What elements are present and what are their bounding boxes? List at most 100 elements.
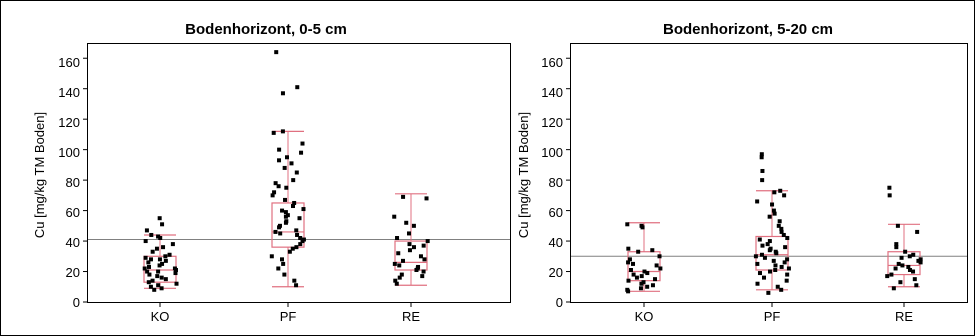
data-point [641, 280, 646, 285]
data-point [915, 229, 920, 234]
x-category-label: KO [151, 309, 170, 324]
data-point [144, 228, 149, 233]
data-point [294, 245, 299, 250]
y-tick-label: 20 [66, 265, 80, 280]
data-point [896, 261, 901, 266]
data-point [407, 248, 412, 253]
data-point [282, 272, 287, 277]
data-point [422, 257, 427, 262]
data-point [280, 91, 285, 96]
data-point [782, 193, 787, 198]
data-point [271, 130, 276, 135]
data-point [295, 85, 300, 90]
data-point [299, 150, 304, 155]
data-point [907, 268, 912, 273]
data-point [145, 269, 150, 274]
data-point [626, 278, 631, 283]
data-point [401, 194, 406, 199]
data-point [887, 193, 892, 198]
chart-title: Bodenhorizont, 0-5 cm [185, 21, 347, 38]
data-point [290, 246, 295, 251]
data-point [776, 223, 781, 228]
data-point [773, 268, 778, 273]
y-tick-label: 120 [58, 115, 80, 130]
data-point [285, 155, 290, 160]
data-point [627, 257, 632, 262]
data-point [163, 258, 168, 263]
data-point [631, 261, 636, 266]
data-point [762, 255, 767, 260]
data-point [160, 261, 165, 266]
y-tick-label: 0 [73, 295, 80, 310]
data-point [283, 210, 288, 215]
data-point [779, 287, 784, 292]
box [271, 202, 305, 248]
data-point [280, 208, 285, 213]
x-category-label: RE [895, 309, 913, 324]
data-point [301, 207, 306, 212]
data-point [766, 290, 771, 295]
data-point [906, 264, 911, 269]
data-point [639, 274, 644, 279]
data-point [907, 254, 912, 259]
data-point [159, 275, 164, 280]
data-point [755, 261, 760, 266]
data-point [777, 219, 782, 224]
data-point [626, 260, 631, 265]
chart-panel-0-5cm: Bodenhorizont, 0-5 cm Cu [mg/kg TM Boden… [32, 21, 511, 324]
data-point [143, 239, 148, 244]
x-category-labels: KO PF RE [635, 309, 914, 324]
data-point [146, 280, 151, 285]
data-point [911, 269, 916, 274]
data-point [292, 200, 297, 205]
data-point [160, 222, 165, 227]
data-point [298, 236, 303, 241]
data-point [753, 254, 758, 259]
y-tick-label: 160 [58, 55, 80, 70]
data-point [270, 193, 275, 198]
data-point [143, 255, 148, 260]
y-tick-label: 80 [66, 175, 80, 190]
data-point [411, 223, 416, 228]
data-point [421, 243, 426, 248]
data-point [397, 263, 402, 268]
data-point [639, 281, 644, 286]
data-point [767, 214, 772, 219]
data-point [158, 236, 163, 241]
data-point [392, 261, 397, 266]
data-point [269, 254, 274, 259]
data-point [155, 274, 160, 279]
data-point [161, 245, 166, 250]
data-point [298, 242, 303, 247]
data-point [650, 283, 655, 288]
y-tick-label: 60 [549, 205, 563, 220]
data-point [898, 280, 903, 285]
data-point [642, 269, 647, 274]
data-point [893, 266, 898, 271]
data-point [771, 258, 776, 263]
data-point [645, 271, 650, 276]
data-point [300, 141, 305, 146]
y-tick-label: 100 [58, 145, 80, 160]
data-point [277, 225, 282, 230]
data-point [918, 257, 923, 262]
data-point [290, 204, 295, 209]
data-point [634, 275, 639, 280]
data-point [759, 155, 764, 160]
data-point [783, 245, 788, 250]
data-point [755, 281, 760, 286]
data-point [785, 257, 790, 262]
data-point [887, 185, 892, 190]
data-point [785, 236, 790, 241]
data-point [173, 268, 178, 273]
data-point [300, 239, 305, 244]
data-point [396, 251, 401, 256]
data-point [781, 232, 786, 237]
data-point [411, 245, 416, 250]
data-point [159, 286, 164, 291]
chart-title: Bodenhorizont, 5-20 cm [663, 21, 833, 38]
chart-panel-5-20cm: Bodenhorizont, 5-20 cm Cu [mg/kg TM Bode… [516, 21, 968, 324]
data-point [418, 254, 423, 259]
box [394, 240, 428, 271]
